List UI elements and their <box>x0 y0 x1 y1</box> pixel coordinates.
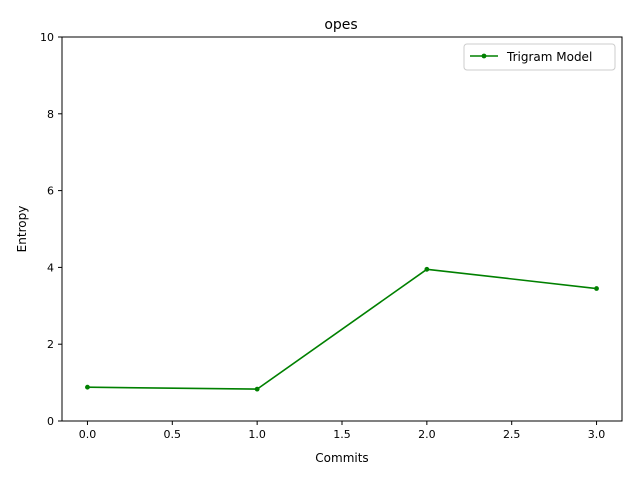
x-tick-label: 2.0 <box>418 428 436 441</box>
y-tick-label: 10 <box>40 31 54 44</box>
data-point <box>424 266 430 272</box>
plot-area <box>85 266 599 392</box>
data-point <box>85 384 90 390</box>
y-axis-label: Entropy <box>15 206 29 253</box>
x-tick-label: 0.0 <box>79 428 97 441</box>
x-tick-label: 1.0 <box>248 428 266 441</box>
y-tick-label: 8 <box>47 108 54 121</box>
y-tick-label: 6 <box>47 185 54 198</box>
x-tick-label: 1.5 <box>333 428 351 441</box>
legend-series-marker <box>481 53 487 59</box>
series-line <box>87 268 597 390</box>
y-tick-label: 2 <box>47 338 54 351</box>
x-tick-label: 3.0 <box>588 428 606 441</box>
y-tick-label: 0 <box>47 415 54 428</box>
chart-title: opes <box>324 17 357 33</box>
x-axis-label: Commits <box>315 451 368 465</box>
x-tick-label: 0.5 <box>164 428 182 441</box>
legend-box <box>463 43 616 71</box>
x-tick-label: 2.5 <box>503 428 521 441</box>
x-axis: 0.0 0.5 1.0 1.5 2.0 2.5 3.0 <box>79 421 606 441</box>
y-axis: 0 2 4 6 8 10 <box>40 31 62 428</box>
data-point <box>594 286 599 291</box>
legend-series-label: Trigram Model <box>506 50 592 64</box>
data-point <box>254 386 260 392</box>
legend: Trigram Model <box>463 43 616 71</box>
y-tick-label: 4 <box>47 261 54 274</box>
